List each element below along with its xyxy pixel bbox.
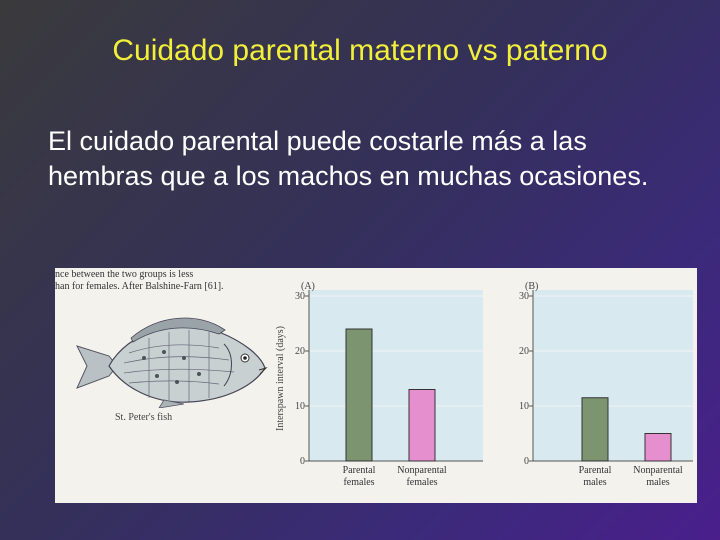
y-tick-label-2: 20: [295, 346, 305, 357]
plot-area: [533, 290, 693, 461]
y-tick-label-3: 30: [295, 291, 305, 302]
category-label-0-1: females: [343, 477, 374, 488]
slide-title: Cuidado parental materno vs paterno: [112, 34, 608, 67]
category-label-1-0: Nonparental: [397, 465, 447, 476]
y-tick-label-2: 20: [519, 346, 529, 357]
slide-body-text: El cuidado parental puede costarle más a…: [48, 126, 649, 192]
category-label-0-1: males: [583, 477, 606, 488]
category-label-0-0: Parental: [343, 465, 376, 476]
fish-label: St. Peter's fish: [115, 412, 173, 423]
category-label-1-1: females: [406, 477, 437, 488]
plot-area: [309, 290, 483, 461]
category-label-1-0: Nonparental: [633, 465, 683, 476]
y-tick-label-1: 10: [295, 401, 305, 412]
chart-panel-a: 0 10 20 30(A) Interspawn interval (days) Pare…: [275, 281, 483, 488]
figure-image: nce between the two groups is less han f…: [55, 268, 697, 503]
figure-caption: nce between the two groups is less han f…: [55, 269, 260, 293]
bar-parental: [345, 328, 373, 462]
panel-label: (B): [525, 281, 538, 292]
y-tick-label-0: 0: [524, 456, 529, 467]
bar-nonparental: [644, 433, 672, 462]
panel-label: (A): [301, 281, 315, 292]
y-axis-label: Interspawn interval (days): [275, 326, 286, 431]
category-label-0-0: Parental: [579, 465, 612, 476]
y-tick-label-1: 10: [519, 401, 529, 412]
y-tick-label-0: 0: [300, 456, 305, 467]
caption-line-1: nce between the two groups is less: [55, 269, 194, 280]
category-label-1-1: males: [646, 477, 669, 488]
y-tick-label-3: 30: [519, 291, 529, 302]
bar-nonparental: [408, 389, 436, 462]
caption-line-2: han for females. After Balshine-Farn [61…: [55, 281, 224, 292]
fish-illustration: [76, 317, 268, 408]
bar-parental: [581, 397, 609, 462]
